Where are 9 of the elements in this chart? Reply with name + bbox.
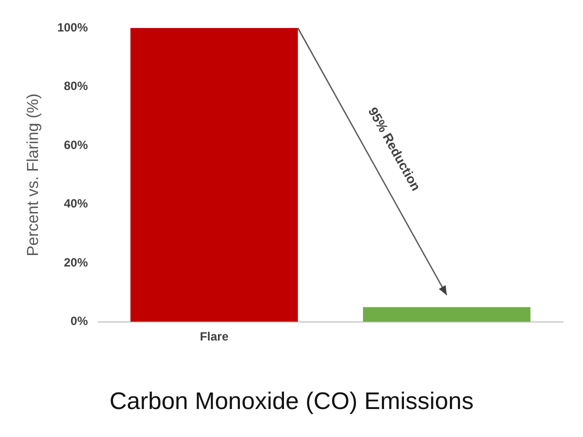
y-axis-title: Percent vs. Flaring (%) bbox=[25, 94, 42, 256]
text: Carbon Monoxide (CO) Emissions bbox=[109, 388, 474, 416]
y-tick-label: 20% bbox=[64, 255, 88, 270]
y-tick-label: 100% bbox=[57, 20, 88, 34]
y-tick-label: 40% bbox=[64, 196, 88, 211]
y-tick-label: 0% bbox=[70, 314, 88, 328]
x-tick-label: Flare bbox=[200, 329, 229, 344]
y-tick-label: 60% bbox=[64, 138, 88, 152]
y-tick-label: 80% bbox=[64, 79, 88, 94]
